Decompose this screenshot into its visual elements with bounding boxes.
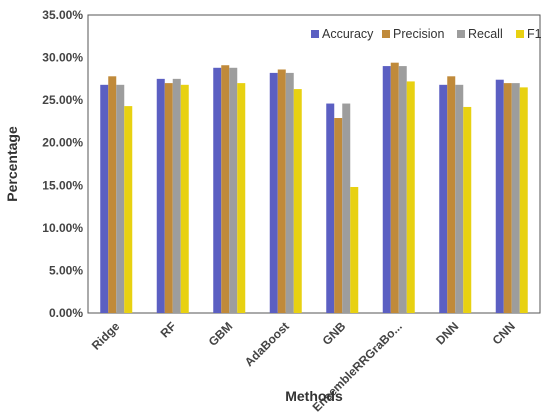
bar-precision-0: [108, 76, 117, 313]
legend-swatch: [311, 30, 319, 38]
bar-recall-4: [342, 103, 351, 313]
bar-recall-0: [116, 84, 125, 314]
x-tick-label: RF: [158, 319, 179, 340]
bar-precision-4: [334, 118, 343, 313]
bar-recall-3: [285, 72, 294, 313]
bar-recall-1: [172, 78, 181, 313]
y-tick-label: 25.00%: [42, 93, 83, 107]
bar-f1-0: [124, 106, 133, 313]
bar-f1-5: [406, 81, 415, 313]
bar-precision-6: [447, 76, 456, 313]
bar-accuracy-1: [156, 78, 165, 313]
y-tick-label: 30.00%: [42, 51, 83, 65]
bars: [100, 62, 528, 314]
x-axis-title: Methods: [285, 388, 343, 404]
y-tick-label: 0.00%: [49, 306, 83, 320]
bar-accuracy-5: [382, 66, 391, 313]
x-tick-label: DNN: [433, 319, 461, 347]
bar-recall-5: [398, 66, 407, 313]
legend-label: Recall: [468, 27, 503, 41]
bar-accuracy-6: [439, 84, 448, 314]
y-axis-title: Percentage: [4, 126, 20, 202]
x-tick-label: AdaBoost: [242, 319, 292, 369]
bar-f1-6: [463, 106, 472, 313]
bar-f1-7: [519, 87, 528, 313]
bar-recall-7: [511, 83, 520, 313]
x-tick-label: GBM: [206, 319, 236, 349]
legend: Accuracy Precision Recall F1: [311, 27, 542, 41]
legend-label: Precision: [393, 27, 444, 41]
bar-recall-2: [229, 67, 238, 313]
bar-precision-2: [221, 65, 230, 313]
x-tick-label: Ridge: [89, 319, 123, 353]
bar-f1-2: [237, 83, 246, 313]
x-tick-label: CNN: [490, 319, 518, 347]
y-axis-ticks: 0.00% 5.00% 10.00% 15.00% 20.00% 25.00% 30.00%…: [42, 8, 83, 320]
bar-accuracy-4: [326, 103, 335, 313]
legend-label: Accuracy: [322, 27, 374, 41]
bar-accuracy-7: [495, 79, 504, 313]
legend-swatch: [516, 30, 524, 38]
bar-precision-3: [277, 69, 286, 314]
bar-accuracy-0: [100, 84, 109, 314]
plot-border: [87, 14, 541, 314]
bar-f1-3: [293, 89, 302, 314]
bar-accuracy-3: [269, 72, 278, 313]
bar-recall-6: [455, 84, 464, 314]
legend-label: F1: [527, 27, 542, 41]
y-tick-label: 35.00%: [42, 8, 83, 22]
y-tick-label: 10.00%: [42, 221, 83, 235]
legend-swatch: [457, 30, 465, 38]
bar-accuracy-2: [213, 67, 222, 313]
bar-precision-1: [164, 83, 173, 313]
y-tick-label: 5.00%: [49, 263, 83, 277]
x-tick-label: GNB: [320, 319, 349, 348]
y-tick-label: 20.00%: [42, 136, 83, 150]
y-tick-label: 15.00%: [42, 178, 83, 192]
bar-precision-7: [503, 83, 512, 313]
bar-f1-1: [180, 84, 189, 314]
bar-precision-5: [390, 62, 399, 314]
bar-f1-4: [350, 186, 359, 313]
legend-swatch: [382, 30, 390, 38]
